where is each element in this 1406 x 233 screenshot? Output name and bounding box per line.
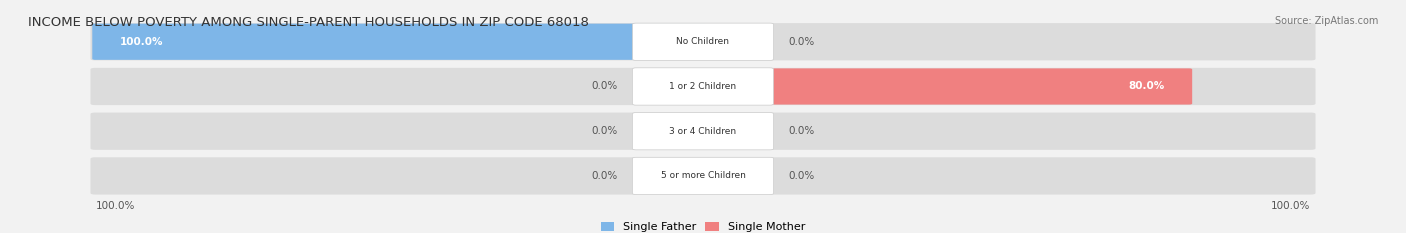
Text: 0.0%: 0.0% [592, 82, 617, 92]
Text: 100.0%: 100.0% [96, 201, 135, 211]
FancyBboxPatch shape [90, 113, 1316, 150]
FancyBboxPatch shape [633, 68, 773, 105]
FancyBboxPatch shape [633, 113, 773, 150]
Text: 100.0%: 100.0% [1271, 201, 1310, 211]
FancyBboxPatch shape [633, 23, 773, 60]
Text: 1 or 2 Children: 1 or 2 Children [669, 82, 737, 91]
Text: No Children: No Children [676, 37, 730, 46]
FancyBboxPatch shape [93, 24, 706, 60]
Text: 3 or 4 Children: 3 or 4 Children [669, 127, 737, 136]
Text: 0.0%: 0.0% [789, 37, 814, 47]
FancyBboxPatch shape [90, 157, 1316, 195]
FancyBboxPatch shape [633, 157, 773, 195]
Text: 100.0%: 100.0% [120, 37, 163, 47]
FancyBboxPatch shape [90, 23, 1316, 60]
FancyBboxPatch shape [700, 69, 1192, 105]
Text: INCOME BELOW POVERTY AMONG SINGLE-PARENT HOUSEHOLDS IN ZIP CODE 68018: INCOME BELOW POVERTY AMONG SINGLE-PARENT… [28, 16, 589, 29]
Text: 0.0%: 0.0% [789, 126, 814, 136]
Text: 0.0%: 0.0% [789, 171, 814, 181]
Text: 80.0%: 80.0% [1129, 82, 1164, 92]
Text: 0.0%: 0.0% [592, 126, 617, 136]
Text: 5 or more Children: 5 or more Children [661, 171, 745, 180]
FancyBboxPatch shape [90, 68, 1316, 105]
Text: Source: ZipAtlas.com: Source: ZipAtlas.com [1274, 16, 1378, 26]
Text: 0.0%: 0.0% [592, 171, 617, 181]
Legend: Single Father, Single Mother: Single Father, Single Mother [600, 222, 806, 232]
